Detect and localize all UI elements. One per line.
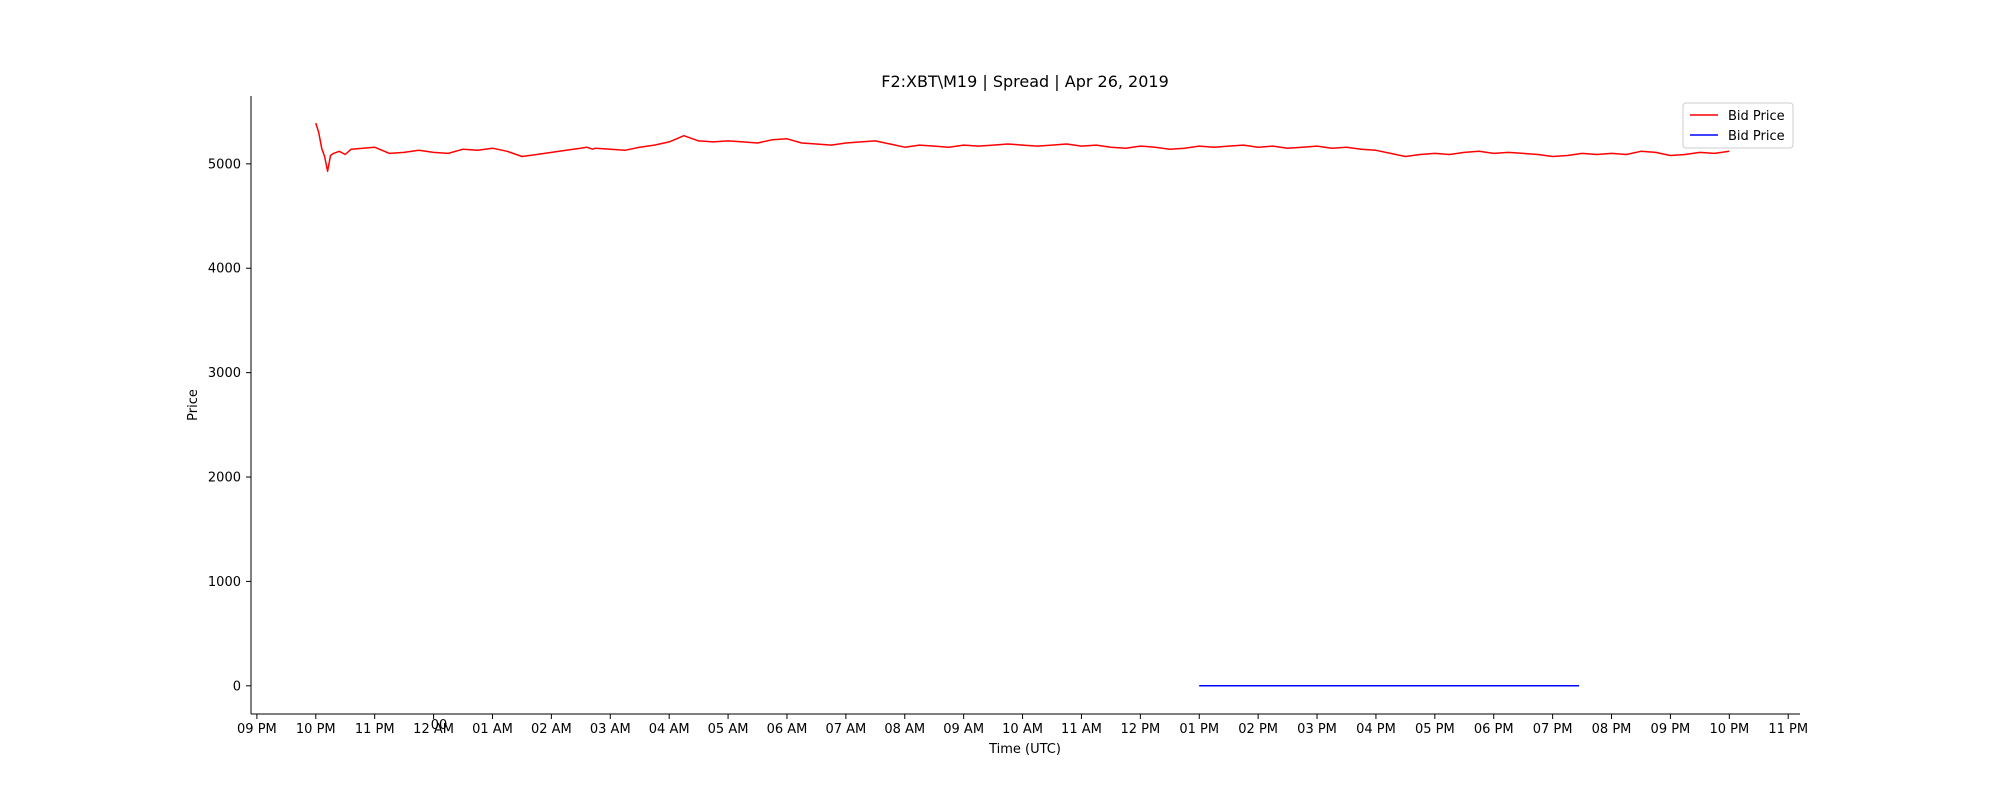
y-tick-label: 3000 bbox=[208, 366, 241, 381]
series-line-1 bbox=[315, 122, 1730, 172]
x-tick-label: 11 AM bbox=[1061, 722, 1102, 737]
legend-label-2: Bid Price bbox=[1728, 129, 1785, 144]
x-tick-label: 10 AM bbox=[1002, 722, 1043, 737]
x-tick-label: 04 PM bbox=[1356, 722, 1396, 737]
chart-title: F2:XBT\M19 | Spread | Apr 26, 2019 bbox=[881, 72, 1169, 91]
x-tick-label: 10 PM bbox=[1709, 722, 1749, 737]
x-tick-label: 09 PM bbox=[237, 722, 277, 737]
x-tick-label: 07 PM bbox=[1533, 722, 1573, 737]
x-tick-label: 02 PM bbox=[1238, 722, 1278, 737]
x-tick-label: 03 PM bbox=[1297, 722, 1337, 737]
y-tick-label: 4000 bbox=[208, 262, 241, 277]
x-extra-label: 00 bbox=[431, 718, 448, 733]
x-tick-label: 05 AM bbox=[708, 722, 749, 737]
y-tick-label: 1000 bbox=[208, 575, 241, 590]
y-tick-label: 2000 bbox=[208, 471, 241, 486]
x-tick-label: 02 AM bbox=[531, 722, 572, 737]
x-tick-label: 01 AM bbox=[472, 722, 513, 737]
x-tick-label: 08 PM bbox=[1592, 722, 1632, 737]
x-tick-label: 05 PM bbox=[1415, 722, 1455, 737]
x-tick-label: 01 PM bbox=[1179, 722, 1219, 737]
x-tick-label: 07 AM bbox=[825, 722, 866, 737]
x-tick-label: 12 AM bbox=[413, 722, 454, 737]
x-tick-label: 09 PM bbox=[1651, 722, 1691, 737]
x-axis-label: Time (UTC) bbox=[988, 742, 1061, 757]
x-tick-label: 06 PM bbox=[1474, 722, 1514, 737]
y-tick-label: 5000 bbox=[208, 157, 241, 172]
x-tick-label: 12 PM bbox=[1120, 722, 1160, 737]
plot-area bbox=[315, 122, 1730, 687]
x-tick-label: 03 AM bbox=[590, 722, 631, 737]
y-tick-label: 0 bbox=[233, 679, 241, 694]
x-tick-label: 08 AM bbox=[884, 722, 925, 737]
y-axis-ticks: 0 1000 2000 3000 4000 5000 bbox=[208, 157, 251, 694]
x-tick-label: 04 AM bbox=[649, 722, 690, 737]
y-axis-label: Price bbox=[186, 389, 201, 421]
legend-label-1: Bid Price bbox=[1728, 109, 1785, 124]
legend: Bid Price Bid Price bbox=[1682, 102, 1794, 149]
x-tick-label: 11 PM bbox=[355, 722, 395, 737]
x-tick-label: 09 AM bbox=[943, 722, 984, 737]
x-tick-label: 10 PM bbox=[296, 722, 336, 737]
x-axis-ticks: 09 PM 10 PM 11 PM 12 AM 01 AM 02 AM 03 AM 04 AM… bbox=[237, 714, 1808, 737]
x-tick-label: 06 AM bbox=[767, 722, 808, 737]
x-tick-label: 11 PM bbox=[1768, 722, 1808, 737]
